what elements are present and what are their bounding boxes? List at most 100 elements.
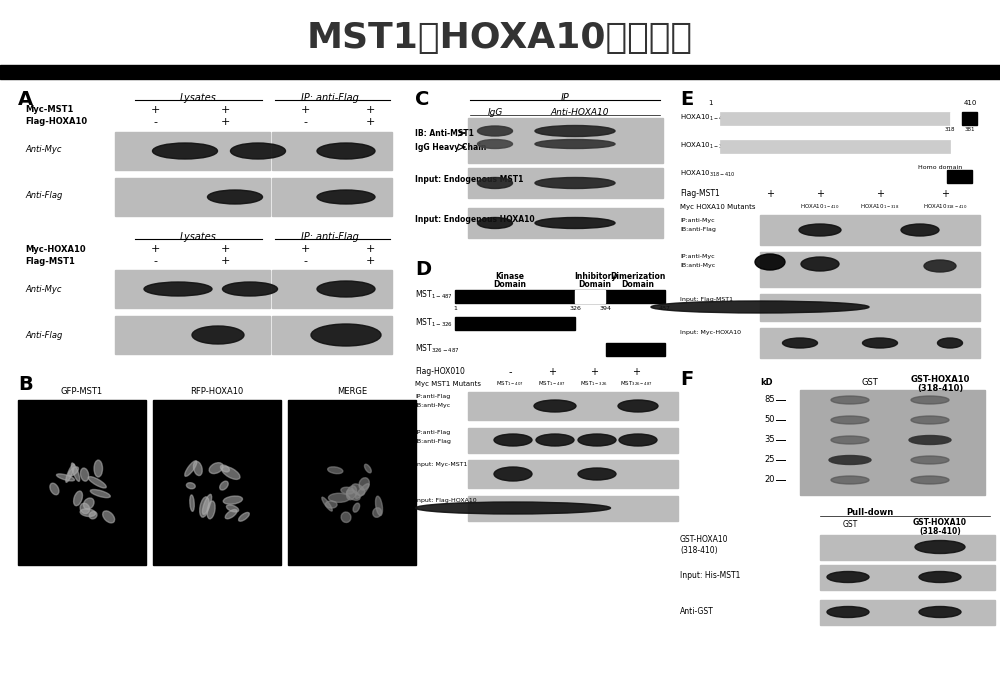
Text: C: C bbox=[415, 90, 429, 109]
Bar bbox=[468, 208, 663, 238]
Bar bbox=[455, 290, 665, 303]
Text: IP: anti-Flag: IP: anti-Flag bbox=[301, 93, 359, 103]
Ellipse shape bbox=[911, 476, 949, 484]
Text: HOXA10$_{318-410}$: HOXA10$_{318-410}$ bbox=[680, 169, 736, 179]
Ellipse shape bbox=[88, 477, 106, 488]
Ellipse shape bbox=[220, 465, 229, 472]
Text: A: A bbox=[18, 90, 33, 109]
Text: Anti-Flag: Anti-Flag bbox=[25, 331, 62, 340]
Bar bbox=[820, 600, 995, 625]
Bar bbox=[272, 316, 392, 354]
Text: F: F bbox=[680, 370, 693, 389]
Text: MST1与HOXA10相互结合: MST1与HOXA10相互结合 bbox=[307, 21, 693, 55]
Text: 50: 50 bbox=[765, 416, 775, 425]
Text: -: - bbox=[153, 117, 157, 127]
Text: B: B bbox=[18, 375, 33, 394]
Ellipse shape bbox=[192, 326, 244, 344]
Ellipse shape bbox=[755, 254, 785, 270]
Ellipse shape bbox=[222, 282, 278, 296]
Text: +: + bbox=[220, 105, 230, 115]
Text: kD: kD bbox=[760, 378, 773, 387]
Bar bbox=[115, 316, 270, 354]
Ellipse shape bbox=[831, 416, 869, 424]
Ellipse shape bbox=[208, 190, 262, 204]
Text: Input: His-MST1: Input: His-MST1 bbox=[680, 571, 740, 580]
Ellipse shape bbox=[230, 143, 286, 159]
Ellipse shape bbox=[494, 434, 532, 446]
Text: HOXA10$_{318-410}$: HOXA10$_{318-410}$ bbox=[923, 203, 967, 212]
Text: Anti-Flag: Anti-Flag bbox=[25, 191, 62, 200]
Text: MST$_{1-407}$: MST$_{1-407}$ bbox=[496, 379, 524, 388]
Text: Anti-Myc: Anti-Myc bbox=[25, 285, 62, 294]
Text: Input: Flag-HOXA10: Input: Flag-HOXA10 bbox=[415, 498, 477, 503]
Ellipse shape bbox=[938, 338, 962, 348]
Bar bbox=[800, 390, 985, 495]
Text: +: + bbox=[150, 105, 160, 115]
Bar bbox=[760, 215, 980, 245]
Ellipse shape bbox=[478, 217, 512, 228]
Text: HOXA10$_{1-410}$: HOXA10$_{1-410}$ bbox=[680, 113, 730, 123]
Text: MERGE: MERGE bbox=[337, 387, 367, 396]
Ellipse shape bbox=[478, 139, 512, 148]
Ellipse shape bbox=[144, 282, 212, 296]
Text: D: D bbox=[415, 260, 431, 279]
Text: 326: 326 bbox=[569, 306, 581, 311]
Text: Pull-down: Pull-down bbox=[846, 508, 894, 517]
Text: Flag-HOX010: Flag-HOX010 bbox=[415, 367, 465, 377]
Text: +: + bbox=[365, 105, 375, 115]
Ellipse shape bbox=[50, 483, 59, 495]
Ellipse shape bbox=[831, 436, 869, 444]
Ellipse shape bbox=[478, 126, 512, 136]
Bar bbox=[760, 294, 980, 321]
Text: Myc HOXA10 Mutants: Myc HOXA10 Mutants bbox=[680, 204, 756, 210]
Text: Input: Myc-MST1: Input: Myc-MST1 bbox=[415, 462, 467, 467]
Ellipse shape bbox=[919, 606, 961, 617]
Ellipse shape bbox=[322, 497, 332, 511]
Text: MST$_{326-487}$: MST$_{326-487}$ bbox=[620, 379, 652, 388]
Text: MST$_{1-326}$: MST$_{1-326}$ bbox=[580, 379, 608, 388]
Text: Lysates: Lysates bbox=[180, 93, 216, 103]
Ellipse shape bbox=[346, 490, 360, 500]
Ellipse shape bbox=[619, 434, 657, 446]
Ellipse shape bbox=[190, 495, 194, 512]
Text: +: + bbox=[590, 367, 598, 377]
Text: Flag-HOXA10: Flag-HOXA10 bbox=[25, 118, 87, 127]
Bar bbox=[115, 270, 270, 308]
Ellipse shape bbox=[80, 509, 96, 516]
Ellipse shape bbox=[827, 606, 869, 617]
Ellipse shape bbox=[901, 224, 939, 236]
Text: Flag-MST1: Flag-MST1 bbox=[25, 257, 75, 265]
Ellipse shape bbox=[66, 464, 74, 482]
Bar bbox=[575, 290, 605, 303]
Ellipse shape bbox=[220, 481, 228, 490]
Ellipse shape bbox=[827, 571, 869, 583]
Bar bbox=[153, 400, 281, 565]
Ellipse shape bbox=[911, 436, 949, 444]
Text: (318-410): (318-410) bbox=[919, 527, 961, 536]
Text: IP:anti-Flag: IP:anti-Flag bbox=[415, 394, 450, 399]
Text: +: + bbox=[876, 189, 884, 199]
Text: Lysates: Lysates bbox=[180, 232, 216, 242]
Text: Anti-HOXA10: Anti-HOXA10 bbox=[551, 108, 609, 117]
Text: +: + bbox=[365, 256, 375, 266]
Ellipse shape bbox=[782, 338, 818, 348]
Ellipse shape bbox=[341, 487, 354, 494]
Ellipse shape bbox=[478, 177, 512, 189]
Ellipse shape bbox=[222, 466, 240, 480]
Bar bbox=[820, 565, 995, 590]
Ellipse shape bbox=[862, 338, 898, 348]
Text: 85: 85 bbox=[764, 395, 775, 404]
Ellipse shape bbox=[209, 463, 223, 473]
Bar bbox=[468, 118, 663, 163]
Bar bbox=[272, 132, 392, 170]
Text: MST$_{1-487}$: MST$_{1-487}$ bbox=[538, 379, 566, 388]
Text: IP: IP bbox=[561, 93, 569, 103]
Text: IP:anti-Myc: IP:anti-Myc bbox=[680, 254, 715, 259]
Text: Input: Flag-MST1: Input: Flag-MST1 bbox=[680, 297, 733, 302]
Ellipse shape bbox=[317, 281, 375, 297]
Text: 20: 20 bbox=[765, 475, 775, 484]
Bar bbox=[455, 317, 575, 330]
Text: Inhibitory: Inhibitory bbox=[574, 272, 616, 281]
Ellipse shape bbox=[359, 477, 369, 490]
Ellipse shape bbox=[207, 501, 215, 519]
